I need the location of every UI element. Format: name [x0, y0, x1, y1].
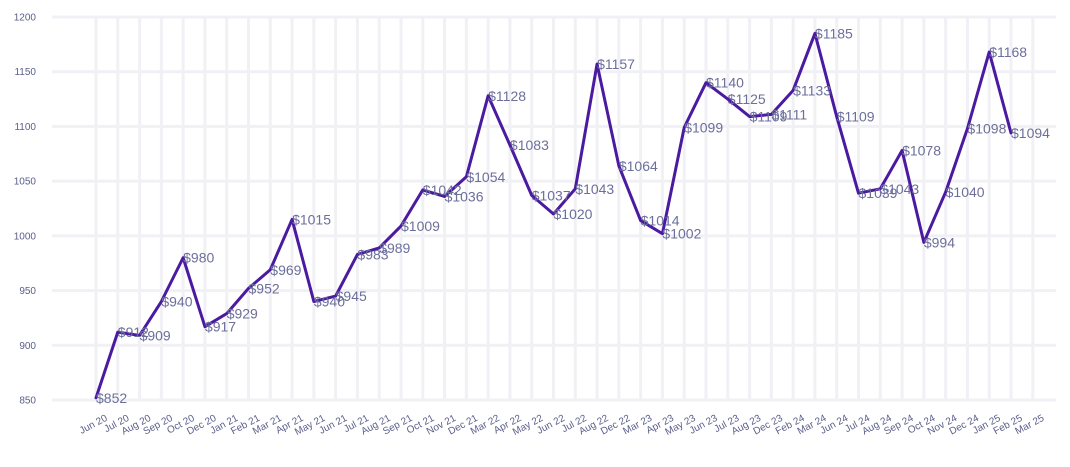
data-label: $983 [357, 246, 388, 262]
y-tick-label: 1150 [14, 67, 36, 78]
grid-layer [52, 15, 1056, 402]
data-label: $909 [140, 327, 171, 343]
data-label: $1078 [902, 143, 941, 159]
data-label: $952 [249, 280, 280, 296]
data-label: $1098 [967, 121, 1006, 137]
data-label: $929 [227, 306, 258, 322]
data-label: $1040 [946, 184, 985, 200]
data-label: $945 [336, 288, 367, 304]
data-label: $940 [314, 294, 345, 310]
data-label: $1111 [771, 106, 807, 122]
data-label: $1043 [880, 181, 919, 197]
data-label: $1042 [423, 182, 462, 198]
y-tick-label: 1200 [14, 13, 37, 24]
data-label: $1043 [575, 181, 614, 197]
data-label: $1109 [837, 109, 875, 125]
data-label: $1157 [597, 56, 635, 72]
data-label: $980 [183, 250, 214, 266]
data-label: $1125 [728, 91, 766, 107]
y-tick-label: 1050 [14, 177, 37, 188]
data-label: $1054 [466, 169, 505, 185]
data-label: $1083 [510, 137, 549, 153]
data-labels: $852 $912$909 $940 $980 $917$929 $952 $969 $101… [96, 25, 1050, 405]
data-label: $1015 [292, 211, 331, 227]
data-label: $1002 [662, 226, 701, 242]
data-label: $1020 [554, 206, 593, 222]
data-label: $989 [379, 240, 410, 256]
data-label: $1185 [815, 25, 853, 41]
data-label: $917 [205, 319, 236, 335]
data-label: $1133 [793, 82, 831, 98]
data-label: $1128 [488, 88, 526, 104]
data-label: $1109 [750, 109, 788, 125]
data-label: $1094 [1011, 125, 1050, 141]
y-tick-label: 1000 [14, 231, 37, 242]
data-label: $1036 [445, 188, 484, 204]
y-axis: 850 900 950 1000 1050 1100 1150 1200 [14, 13, 37, 407]
data-label: $1009 [401, 218, 440, 234]
data-label: $1039 [859, 185, 898, 201]
y-tick-label: 900 [19, 341, 36, 352]
data-label: $1099 [684, 120, 723, 136]
data-label: $1064 [619, 158, 658, 174]
y-tick-label: 1100 [14, 122, 36, 133]
data-label: $1014 [641, 213, 680, 229]
data-label: $940 [161, 294, 192, 310]
data-label: $912 [118, 324, 149, 340]
data-label: $969 [270, 262, 301, 278]
data-label: $1037 [532, 187, 571, 203]
data-label: $1140 [706, 75, 744, 91]
data-label: $852 [96, 390, 127, 406]
y-tick-label: 950 [19, 286, 36, 297]
data-label: $994 [924, 234, 955, 250]
series-line [94, 31, 1013, 400]
data-label: $1168 [989, 44, 1027, 60]
y-tick-label: 850 [19, 396, 36, 407]
series-layer [94, 31, 1013, 400]
